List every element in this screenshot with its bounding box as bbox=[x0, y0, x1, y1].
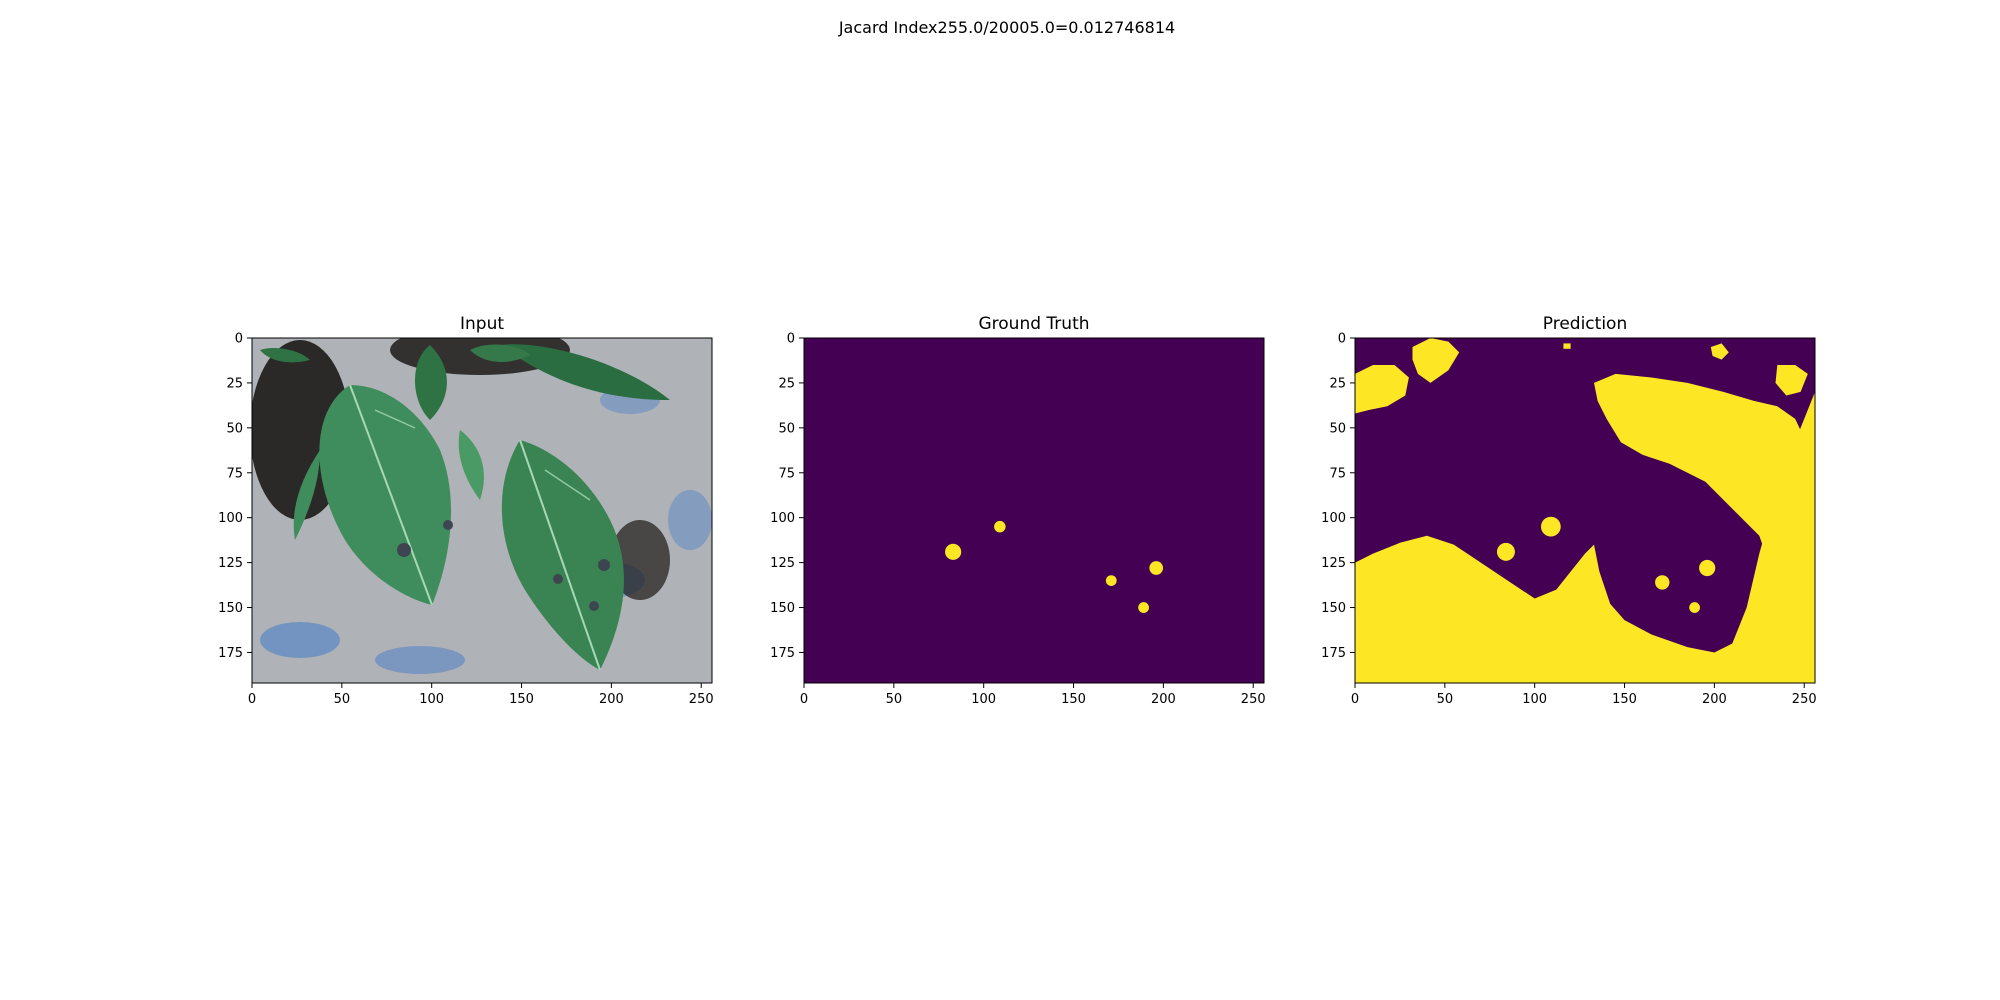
mask-blob bbox=[1655, 575, 1670, 590]
leaf bbox=[500, 344, 670, 400]
y-tick-label: 25 bbox=[1329, 376, 1346, 391]
gravel-blue-patch bbox=[668, 490, 712, 550]
leaf-shadow bbox=[610, 520, 670, 600]
mask-blob bbox=[1689, 602, 1700, 613]
ticks-input: 0 50 100 150 200 250 0 25 50 75 100 125 150 175 bbox=[218, 332, 713, 708]
y-tick-label: 75 bbox=[226, 466, 243, 481]
x-tick-label: 250 bbox=[689, 692, 714, 707]
y-tick-label: 125 bbox=[770, 556, 795, 571]
axes-frame-prediction bbox=[1354, 337, 1816, 684]
mask-blob bbox=[1105, 575, 1117, 586]
panel-title-ground-truth: Ground Truth bbox=[978, 314, 1089, 334]
x-tick-label: 150 bbox=[1612, 692, 1637, 707]
panel-prediction: Prediction 0 50 100 150 200 250 0 25 50 75 100 125 1… bbox=[1321, 314, 1816, 707]
y-tick-label: 100 bbox=[770, 511, 795, 526]
leaf-vein bbox=[519, 439, 601, 671]
x-tick-label: 200 bbox=[599, 692, 624, 707]
y-tick-label: 0 bbox=[1338, 332, 1346, 347]
x-tick-label: 250 bbox=[1241, 692, 1266, 707]
x-tick-label: 150 bbox=[509, 692, 534, 707]
x-tick-label: 150 bbox=[1061, 692, 1086, 707]
y-tick-label: 175 bbox=[218, 646, 243, 661]
x-tick-label: 100 bbox=[971, 692, 996, 707]
mask-blob bbox=[1699, 559, 1716, 577]
mask-region bbox=[1355, 365, 1409, 414]
ticks-ground-truth: 0 50 100 150 200 250 0 25 50 75 100 125 150 175 bbox=[770, 332, 1265, 708]
y-tick-label: 25 bbox=[778, 376, 795, 391]
x-tick-label: 100 bbox=[419, 692, 444, 707]
leaf-vein bbox=[349, 384, 433, 606]
x-tick-label: 0 bbox=[248, 692, 256, 707]
mask-blob bbox=[1138, 602, 1149, 613]
x-tick-label: 50 bbox=[334, 692, 351, 707]
leaf bbox=[415, 345, 447, 420]
x-tick-label: 200 bbox=[1151, 692, 1176, 707]
leaf-vein bbox=[544, 469, 591, 501]
panel-title-prediction: Prediction bbox=[1543, 314, 1627, 334]
mask-blob bbox=[1496, 542, 1515, 561]
mask-background bbox=[804, 338, 1264, 683]
y-tick-label: 150 bbox=[770, 601, 795, 616]
y-tick-label: 100 bbox=[1321, 511, 1346, 526]
y-tick-label: 50 bbox=[226, 421, 243, 436]
ticks-prediction: 0 50 100 150 200 250 0 25 50 75 100 125 150 175 bbox=[1321, 332, 1816, 708]
x-tick-label: 100 bbox=[1522, 692, 1547, 707]
mask-blob bbox=[1149, 561, 1164, 575]
leaf bbox=[319, 385, 452, 605]
x-tick-label: 250 bbox=[1792, 692, 1817, 707]
ground-truth-mask bbox=[804, 338, 1264, 683]
y-tick-label: 150 bbox=[1321, 601, 1346, 616]
y-tick-label: 75 bbox=[778, 466, 795, 481]
prediction-mask bbox=[1355, 338, 1815, 683]
y-tick-label: 50 bbox=[778, 421, 795, 436]
leaf-disease-spot bbox=[589, 601, 599, 611]
panel-title-input: Input bbox=[460, 314, 504, 334]
mask-region bbox=[1563, 343, 1571, 349]
panel-ground-truth: Ground Truth 0 50 100 150 200 250 0 25 50 75 100 12… bbox=[770, 314, 1265, 707]
gravel-blue-patch bbox=[375, 646, 465, 674]
y-tick-label: 0 bbox=[235, 332, 243, 347]
leaf-disease-spot bbox=[397, 543, 411, 557]
x-tick-label: 0 bbox=[1351, 692, 1359, 707]
y-tick-label: 150 bbox=[218, 601, 243, 616]
leaf-disease-spot bbox=[443, 520, 453, 530]
leaf bbox=[501, 440, 624, 670]
mask-blob bbox=[994, 520, 1006, 533]
leaf bbox=[260, 348, 310, 363]
x-tick-label: 0 bbox=[800, 692, 808, 707]
y-tick-label: 50 bbox=[1329, 421, 1346, 436]
y-tick-label: 75 bbox=[1329, 466, 1346, 481]
mask-blob bbox=[1540, 516, 1561, 537]
y-tick-label: 25 bbox=[226, 376, 243, 391]
y-tick-label: 125 bbox=[218, 556, 243, 571]
gravel-blue-patch bbox=[260, 622, 340, 658]
input-image bbox=[252, 338, 712, 683]
axes-frame-ground-truth bbox=[803, 337, 1265, 684]
leaf-vein bbox=[374, 409, 416, 429]
mask-region bbox=[1355, 391, 1815, 683]
leaf bbox=[470, 344, 530, 362]
y-tick-label: 125 bbox=[1321, 556, 1346, 571]
axes-frame-input bbox=[251, 337, 713, 684]
y-tick-label: 175 bbox=[1321, 646, 1346, 661]
y-tick-label: 100 bbox=[218, 511, 243, 526]
leaf-disease-spot bbox=[553, 574, 563, 584]
figure-suptitle: Jacard Index255.0/20005.0=0.012746814 bbox=[838, 18, 1175, 37]
mask-blob bbox=[945, 543, 962, 560]
mask-region bbox=[1594, 373, 1815, 683]
panel-input: Input bbox=[218, 314, 713, 707]
leaf bbox=[293, 450, 320, 540]
mask-region bbox=[1710, 343, 1729, 360]
x-tick-label: 50 bbox=[886, 692, 903, 707]
y-tick-label: 0 bbox=[787, 332, 795, 347]
leaf bbox=[458, 430, 484, 500]
mask-region bbox=[1775, 365, 1808, 396]
x-tick-label: 200 bbox=[1702, 692, 1727, 707]
leaf-disease-spot bbox=[598, 559, 610, 571]
mask-region bbox=[1412, 338, 1460, 383]
x-tick-label: 50 bbox=[1437, 692, 1454, 707]
y-tick-label: 175 bbox=[770, 646, 795, 661]
